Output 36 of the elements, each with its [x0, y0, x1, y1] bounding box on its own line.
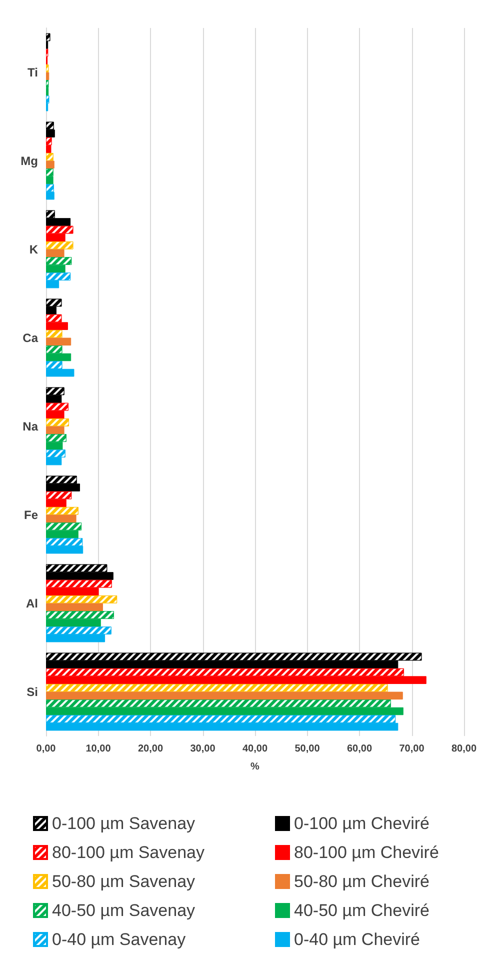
legend-label: 40-50 µm Cheviré [294, 901, 430, 920]
y-tick-label: Ti [28, 65, 38, 80]
bar [46, 249, 64, 258]
bar [46, 338, 72, 346]
legend-label: 50-80 µm Cheviré [294, 872, 430, 891]
x-tick-label: 10,00 [86, 744, 112, 754]
x-tick-label: 60,00 [346, 744, 372, 754]
y-tick-label: Fe [24, 508, 38, 522]
x-tick-label: 30,00 [190, 744, 216, 754]
bar [46, 72, 50, 80]
y-tick-label: Mg [20, 154, 38, 168]
x-tick-label: 80,00 [451, 744, 477, 754]
y-tick-label: Si [26, 684, 38, 699]
x-tick-label: 70,00 [399, 744, 425, 754]
y-tick-label: Al [26, 596, 38, 610]
x-tick-label: 20,00 [138, 744, 164, 754]
y-tick-label: Na [22, 419, 38, 434]
legend-label: 0-100 µm Savenay [52, 814, 196, 833]
legend-label: 80-100 µm Savenay [52, 843, 205, 862]
legend-label: 50-80 µm Savenay [52, 872, 196, 891]
legend-label: 40-50 µm Savenay [52, 901, 196, 920]
x-tick-label: 40,00 [242, 744, 268, 754]
y-tick-label: K [29, 242, 38, 256]
bar [46, 514, 76, 523]
legend-label: 0-40 µm Savenay [52, 930, 186, 949]
y-tick-label: Ca [22, 330, 38, 345]
bar [46, 426, 64, 434]
legend-label: 80-100 µm Cheviré [294, 843, 439, 862]
x-axis-title: % [250, 762, 260, 772]
legend-label: 0-100 µm Cheviré [294, 814, 430, 833]
x-tick-label: 50,00 [294, 744, 320, 754]
bar [46, 603, 103, 612]
x-tick-label: 0,00 [36, 744, 56, 754]
bar [46, 160, 54, 169]
legend-label: 0-40 µm Cheviré [294, 930, 420, 949]
bar [46, 692, 403, 700]
